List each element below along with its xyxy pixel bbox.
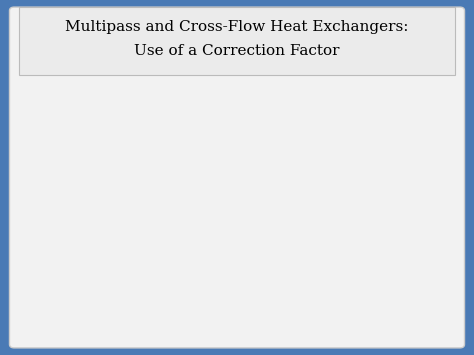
Text: Multipass and Cross-Flow Heat Exchangers:: Multipass and Cross-Flow Heat Exchangers… [65, 20, 409, 34]
FancyBboxPatch shape [226, 200, 462, 258]
Text: for common cross-flow and shell-and-: for common cross-flow and shell-and- [261, 165, 421, 174]
Text: T and t:: T and t: [237, 278, 273, 287]
Text: $T_{c,out}$: $T_{c,out}$ [59, 174, 78, 184]
Text: and: and [279, 267, 301, 277]
Text: $\Delta T_2$: $\Delta T_2$ [161, 109, 175, 119]
Text: $F$: $F$ [250, 165, 257, 176]
Text: Hot
fluid: Hot fluid [15, 111, 30, 124]
Text: depends on the: depends on the [324, 122, 392, 131]
FancyBboxPatch shape [28, 118, 169, 166]
Text: F: F [317, 122, 325, 131]
Text: shell-: shell- [267, 278, 290, 287]
Text: $\bar{T}_{h,in}$: $\bar{T}_{h,in}$ [15, 135, 31, 146]
Text: given in Fig. 11-18 versus two: given in Fig. 11-18 versus two [250, 186, 376, 196]
Text: The: The [250, 122, 269, 131]
Text: $\Delta T_1 = T_{h,in} - T_{c,out}$: $\Delta T_1 = T_{h,in} - T_{c,out}$ [77, 255, 149, 268]
Text: correction factor: correction factor [263, 122, 332, 131]
Text: Cross-flow or multipass
shell-and-tube heat exchanger: Cross-flow or multipass shell-and-tube h… [44, 134, 155, 147]
Text: Heat transfer rate:: Heat transfer rate: [18, 182, 93, 191]
Text: $P = \dfrac{t_2 - t_1}{T_1 - t_1}$: $P = \dfrac{t_2 - t_1}{T_1 - t_1}$ [236, 214, 301, 244]
Text: $\bullet$: $\bullet$ [239, 122, 246, 132]
Text: tube heat exchanger configurations is: tube heat exchanger configurations is [250, 176, 411, 185]
Text: temperature ratios P and R defined as: temperature ratios P and R defined as [250, 197, 411, 206]
FancyBboxPatch shape [233, 77, 460, 120]
Text: Cold: Cold [55, 82, 70, 88]
Text: $T_{c,in}$: $T_{c,in}$ [90, 83, 106, 93]
Text: $R = \dfrac{T_1 - T_2}{t_2 - t_1} = \dfrac{(\dot{m}c_p)_{\rm tube\;side}}{(\dot{: $R = \dfrac{T_1 - T_2}{t_2 - t_1} = \dfr… [303, 215, 426, 243]
Text: $\Delta T_{lm,CF} = \dfrac{\Delta T_1 - \Delta T_2}{\ln(\Delta T_1/\Delta T_2)}$: $\Delta T_{lm,CF} = \dfrac{\Delta T_1 - … [77, 209, 167, 233]
Text: $F = \ldots$ (Fig. 11-18): $F = \ldots$ (Fig. 11-18) [77, 293, 149, 306]
Text: tube-side: tube-side [292, 278, 333, 287]
Text: of the heat exchanger and the: of the heat exchanger and the [281, 132, 412, 142]
Text: $\Delta T_1$: $\Delta T_1$ [15, 168, 28, 178]
Text: outlet: outlet [290, 267, 315, 277]
Text: $F = 1$  for a condenser or boiler: $F = 1$ for a condenser or boiler [237, 297, 393, 308]
Text: fluid: fluid [55, 93, 70, 99]
Text: and: and [18, 293, 34, 302]
Text: and cold fluid streams.: and cold fluid streams. [250, 154, 346, 163]
Text: geometry: geometry [250, 132, 291, 142]
Text: $T_{h,out}$: $T_{h,out}$ [195, 137, 215, 148]
Text: $\dot{Q} = UA_s F \Delta T_{lm,CF}$: $\dot{Q} = UA_s F \Delta T_{lm,CF}$ [59, 197, 128, 213]
Text: The determination of the heat transfer
rate for cross-flow and multipass
shell-a: The determination of the heat transfer r… [18, 309, 167, 349]
Text: $\Delta T_2 = T_{h,out} - T_{c,in}$: $\Delta T_2 = T_{h,out} - T_{c,in}$ [77, 274, 149, 286]
Text: inlet and outlet temperatures of the hot: inlet and outlet temperatures of the hot [250, 143, 419, 152]
Text: $\Delta T_{lm} = F\,\Delta T_{lm,\,CF}$: $\Delta T_{lm} = F\,\Delta T_{lm,\,CF}$ [286, 89, 406, 108]
Text: $\bullet$: $\bullet$ [239, 165, 246, 175]
Text: 1 and 2:: 1 and 2: [237, 267, 275, 277]
FancyBboxPatch shape [226, 260, 462, 307]
Text: temperatures: temperatures [324, 278, 385, 287]
Text: and: and [283, 278, 304, 287]
Text: where: where [18, 212, 44, 221]
Text: Use of a Correction Factor: Use of a Correction Factor [134, 44, 340, 59]
Text: inlet: inlet [267, 267, 286, 277]
